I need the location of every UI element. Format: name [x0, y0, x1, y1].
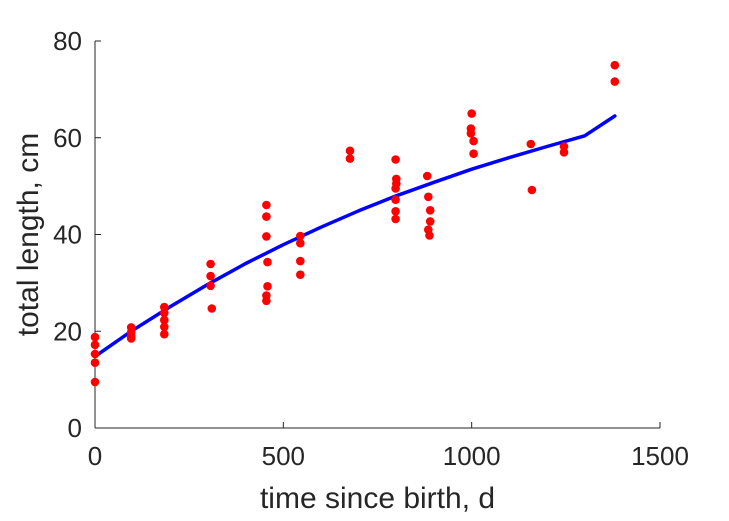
- data-point: [90, 349, 100, 359]
- fit-curve: [93, 114, 617, 359]
- x-tick-label: 500: [262, 441, 305, 471]
- data-point: [90, 332, 100, 342]
- data-point: [391, 207, 400, 216]
- y-tick-label: 80: [53, 26, 82, 56]
- data-point: [296, 256, 305, 266]
- x-tick-label: 0: [88, 441, 102, 471]
- data-point: [263, 282, 272, 291]
- data-point: [345, 154, 355, 163]
- data-point: [160, 308, 169, 318]
- data-point: [345, 146, 355, 156]
- points-layer: [90, 60, 620, 387]
- data-point: [206, 271, 215, 281]
- x-tick-label: 1000: [443, 441, 501, 471]
- y-tick-label: 60: [53, 123, 82, 153]
- data-point: [206, 259, 215, 269]
- data-point: [207, 304, 217, 313]
- data-point: [160, 315, 169, 325]
- data-point: [262, 200, 271, 210]
- data-point: [526, 139, 536, 149]
- data-point: [425, 231, 434, 240]
- y-tick-label: 40: [53, 220, 82, 250]
- data-point: [296, 238, 305, 248]
- y-tick-label: 0: [68, 413, 82, 443]
- data-point: [391, 155, 400, 164]
- data-point: [469, 136, 478, 146]
- y-axis-label: total length, cm: [12, 133, 45, 336]
- data-point: [262, 212, 271, 221]
- axes: [94, 41, 660, 429]
- x-tick-label: 1500: [631, 441, 689, 471]
- data-point: [296, 231, 305, 241]
- data-point: [391, 214, 400, 224]
- data-point: [466, 129, 476, 138]
- y-ticks: 0 20 40 60 80: [53, 26, 101, 443]
- data-point: [262, 296, 271, 306]
- fit-layer: [93, 114, 617, 359]
- y-tick-label: 20: [53, 316, 82, 346]
- data-point: [90, 377, 100, 387]
- data-point: [296, 270, 305, 280]
- data-point: [424, 192, 433, 202]
- data-point: [391, 195, 400, 204]
- data-point: [391, 184, 400, 193]
- x-ticks: 0 500 1000 1500: [88, 422, 689, 471]
- data-point: [425, 217, 435, 226]
- data-point: [206, 281, 215, 291]
- data-point: [559, 148, 569, 157]
- data-point: [467, 109, 477, 118]
- x-axis-label: time since birth, d: [260, 482, 495, 515]
- data-point: [469, 149, 478, 158]
- data-point: [90, 340, 100, 350]
- data-point: [160, 322, 169, 332]
- data-point: [160, 329, 169, 339]
- data-point: [610, 77, 620, 86]
- data-point: [263, 257, 272, 267]
- data-point: [610, 60, 620, 70]
- data-point: [422, 171, 432, 181]
- data-point: [126, 334, 136, 343]
- data-point: [90, 358, 100, 368]
- data-point: [425, 206, 435, 215]
- data-point: [262, 232, 271, 241]
- data-point: [527, 185, 537, 195]
